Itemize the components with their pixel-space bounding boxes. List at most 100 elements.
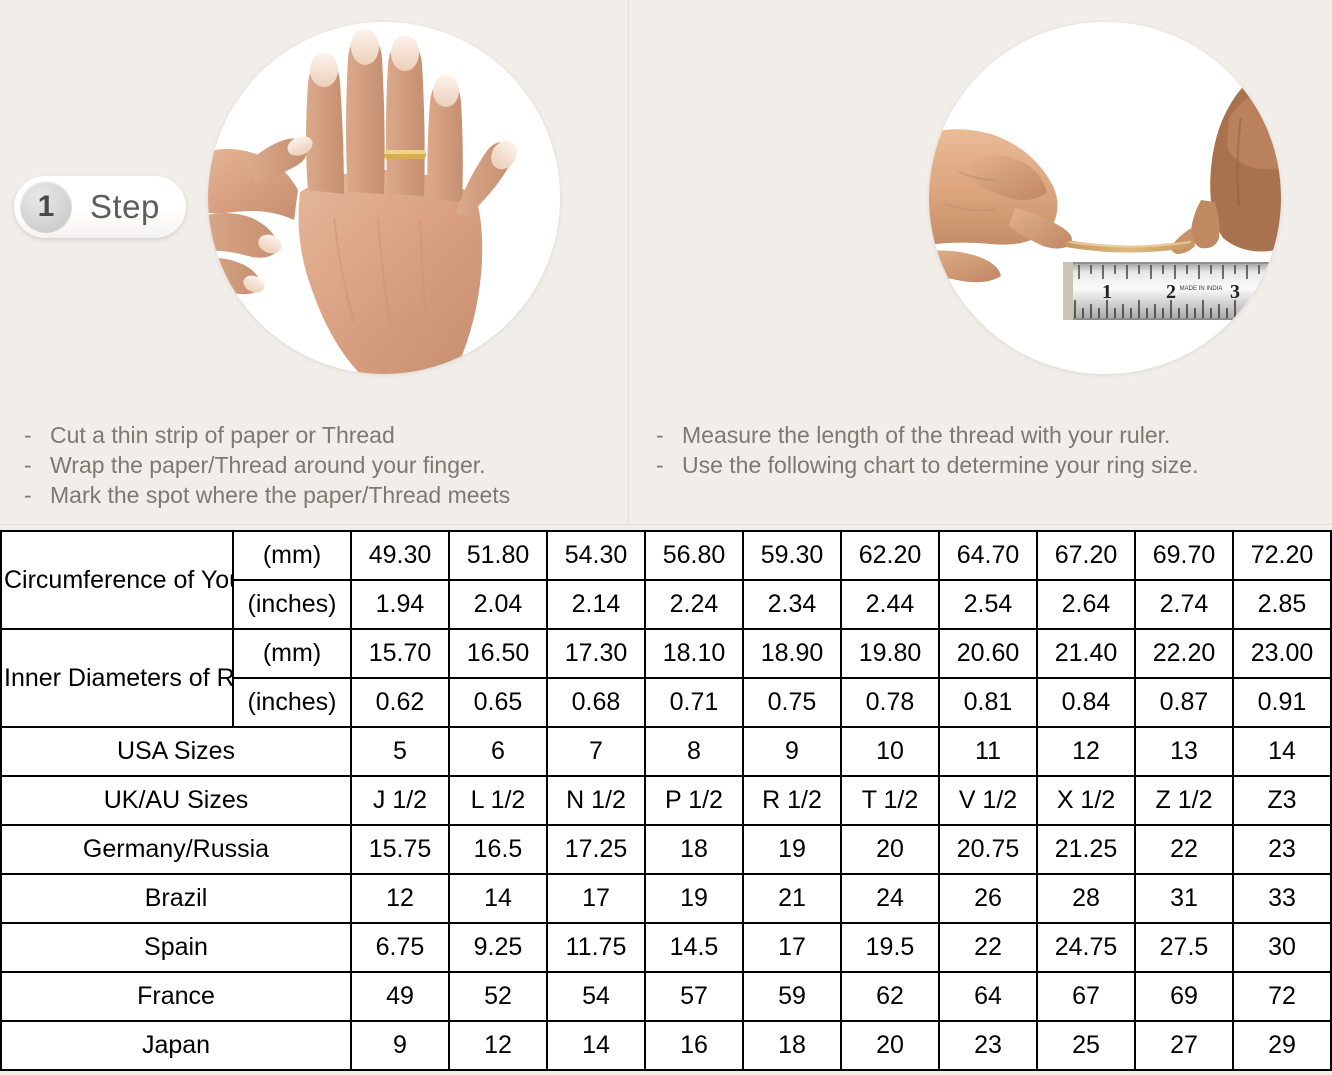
cell: 12	[350, 873, 450, 924]
cell: 25	[1036, 1020, 1136, 1071]
instruction-line: - Mark the spot where the paper/Thread me…	[24, 480, 510, 510]
cell: 15.70	[350, 628, 450, 679]
cell: 69	[1134, 971, 1234, 1022]
unit-label-inches: (inches)	[232, 579, 352, 630]
instruction-line: - Wrap the paper/Thread around your finge…	[24, 450, 510, 480]
table-row: (inches) 1.94 2.04 2.14 2.24 2.34 2.44 2…	[1, 579, 1332, 630]
cell: 21.40	[1036, 628, 1136, 679]
row-header-usa-sizes: USA Sizes	[0, 726, 352, 777]
cell: 6.75	[350, 922, 450, 973]
cell: 14	[448, 873, 548, 924]
step-2-photo: 1 2 3 MADE IN INDIA	[929, 22, 1281, 374]
cell: 14.5	[644, 922, 744, 973]
cell: X 1/2	[1036, 775, 1136, 826]
bullet-dash: -	[24, 422, 32, 448]
cell: 10	[840, 726, 940, 777]
ruler-origin-text: MADE IN INDIA	[1180, 286, 1223, 292]
cell: 16.5	[448, 824, 548, 875]
bullet-dash: -	[24, 482, 32, 508]
instruction-line: - Use the following chart to determine yo…	[656, 450, 1198, 480]
cell: 18.10	[644, 628, 744, 679]
ring-size-chart: Circumference of Your Finger (mm) 49.30 …	[0, 530, 1332, 1071]
cell: 24	[840, 873, 940, 924]
ruler-mark-1: 1	[1102, 281, 1112, 303]
cell: 54.30	[546, 530, 646, 581]
cell: 1.94	[350, 579, 450, 630]
step-1-photo	[208, 22, 560, 374]
cell: 52	[448, 971, 548, 1022]
cell: 9.25	[448, 922, 548, 973]
table-row: Brazil 12 14 17 19 21 24 26 28 31 33	[0, 873, 1332, 924]
cell: 14	[1232, 726, 1332, 777]
cell: 19	[742, 824, 842, 875]
cell: 59.30	[742, 530, 842, 581]
row-header-spain: Spain	[0, 922, 352, 973]
step-2-instructions: - Measure the length of the thread with y…	[656, 420, 1198, 480]
table-body: Circumference of Your Finger (mm) 49.30 …	[0, 530, 1332, 1071]
cell: 27	[1134, 1020, 1234, 1071]
cell: 2.24	[644, 579, 744, 630]
ruler-icon: 1 2 3 MADE IN INDIA	[1063, 262, 1281, 320]
cell: 29	[1232, 1020, 1332, 1071]
cell: 19.80	[840, 628, 940, 679]
hand-with-ring-icon	[208, 22, 560, 374]
cell: 16.50	[448, 628, 548, 679]
table-row: (inches) 0.62 0.65 0.68 0.71 0.75 0.78 0…	[1, 677, 1332, 728]
thread-icon	[1065, 240, 1195, 253]
row-header-circumference: Circumference of Your Finger	[0, 530, 234, 630]
cell: P 1/2	[644, 775, 744, 826]
cell: 49	[350, 971, 450, 1022]
table-row: Circumference of Your Finger (mm) 49.30 …	[0, 530, 1332, 630]
cell: 54	[546, 971, 646, 1022]
cell: L 1/2	[448, 775, 548, 826]
cell: R 1/2	[742, 775, 842, 826]
cell: 21	[742, 873, 842, 924]
cell: 17.30	[546, 628, 646, 679]
unit-label-mm: (mm)	[232, 530, 352, 581]
cell: 23	[938, 1020, 1038, 1071]
step-1-instructions: - Cut a thin strip of paper or Thread - Wr…	[24, 420, 510, 510]
cell: 22	[1134, 824, 1234, 875]
row-header-france: France	[0, 971, 352, 1022]
row-header-japan: Japan	[0, 1020, 352, 1071]
instruction-line: - Measure the length of the thread with y…	[656, 420, 1198, 450]
cell: 18.90	[742, 628, 842, 679]
step-2-panel: 1 2 3 MADE IN INDIA 2 Step -Measure the …	[629, 0, 1332, 525]
step-1-number: 1	[20, 181, 72, 233]
cell: 2.04	[448, 579, 548, 630]
cell: 67	[1036, 971, 1136, 1022]
cell: 0.65	[448, 677, 548, 728]
cell: 22.20	[1134, 628, 1234, 679]
cell: 24.75	[1036, 922, 1136, 973]
gold-ring-icon	[384, 150, 426, 159]
row-header-uk-au-sizes: UK/AU Sizes	[0, 775, 352, 826]
bullet-dash: -	[656, 452, 664, 478]
cell: 22	[938, 922, 1038, 973]
cell: 2.44	[840, 579, 940, 630]
cell: 31	[1134, 873, 1234, 924]
unit-label-mm: (mm)	[232, 628, 352, 679]
cell: 18	[742, 1020, 842, 1071]
cell: 20.60	[938, 628, 1038, 679]
instruction-text: Measure the length of the thread with yo…	[682, 422, 1171, 448]
ruler-mark-2: 2	[1166, 281, 1176, 303]
cell: 2.34	[742, 579, 842, 630]
cell: 27.5	[1134, 922, 1234, 973]
cell: V 1/2	[938, 775, 1038, 826]
cell: 2.54	[938, 579, 1038, 630]
cell: 19.5	[840, 922, 940, 973]
cell: 16	[644, 1020, 744, 1071]
hands-measuring-thread-with-ruler-icon: 1 2 3 MADE IN INDIA	[929, 22, 1281, 374]
cell: 18	[644, 824, 744, 875]
cell: 20	[840, 1020, 940, 1071]
cell: 5	[350, 726, 450, 777]
instruction-line: - Cut a thin strip of paper or Thread	[24, 420, 510, 450]
instruction-text: Use the following chart to determine you…	[682, 452, 1199, 478]
ruler-mark-3: 3	[1230, 281, 1240, 303]
instruction-text: Mark the spot where the paper/Thread mee…	[50, 482, 511, 508]
cell: 0.91	[1232, 677, 1332, 728]
step-1-panel: 1 Step - Cut a thin strip of paper or Thr…	[0, 0, 628, 525]
cell: 0.71	[644, 677, 744, 728]
cell: Z3	[1232, 775, 1332, 826]
cell: 20.75	[938, 824, 1038, 875]
